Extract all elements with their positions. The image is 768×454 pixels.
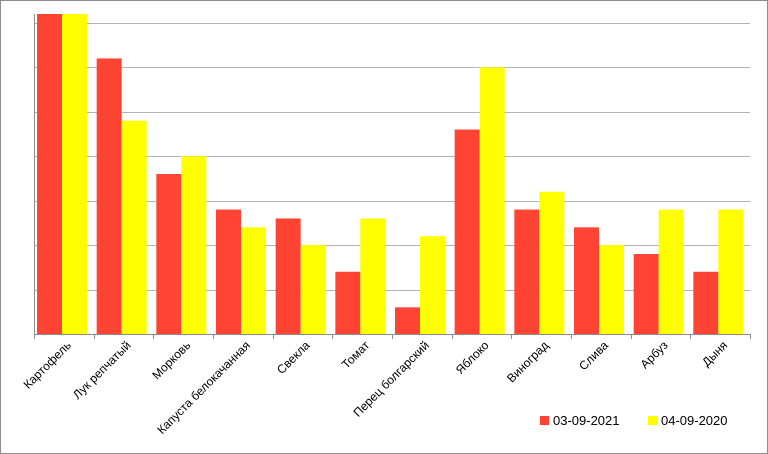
- bar-series1: [96, 58, 122, 334]
- bar-series2: [658, 209, 684, 334]
- legend-label: 03-09-2021: [553, 413, 620, 428]
- x-tick-label: Арбуз: [638, 338, 671, 371]
- legend-label: 04-09-2020: [661, 413, 728, 428]
- x-tick-label: Свекла: [274, 338, 313, 377]
- x-tick-label: Морковь: [149, 338, 193, 382]
- bar-series2: [360, 218, 386, 334]
- bar-series2: [62, 14, 87, 334]
- axes: [34, 14, 751, 339]
- bar-series1: [514, 209, 540, 334]
- bar-series1: [693, 271, 719, 334]
- bar-series1: [156, 174, 182, 334]
- bar-series2: [181, 156, 207, 334]
- x-tick-label: Виноград: [504, 338, 551, 385]
- bar-series1: [37, 14, 62, 334]
- bar-series2: [121, 120, 147, 335]
- bar-series2: [539, 191, 565, 334]
- bar-series2: [241, 227, 266, 334]
- bar-series2: [300, 245, 326, 334]
- bar-series1: [395, 307, 420, 334]
- x-tick-label: Дыня: [699, 338, 730, 369]
- legend: 03-09-2021 04-09-2020: [540, 413, 728, 428]
- legend-swatch: [540, 416, 549, 425]
- gridlines: [34, 23, 750, 291]
- x-tick-label: Картофель: [21, 338, 74, 391]
- bar-series1: [633, 254, 659, 334]
- legend-swatch: [648, 416, 657, 425]
- x-tick-label: Томат: [339, 338, 373, 372]
- bar-series1: [275, 218, 301, 334]
- bar-series1: [335, 271, 361, 334]
- bar-series1: [574, 227, 599, 334]
- x-tick-label: Яблоко: [453, 338, 492, 377]
- bars: [37, 14, 744, 335]
- x-tick-label: Слива: [576, 338, 611, 373]
- x-tick-label: Лук репчатый: [70, 338, 134, 402]
- bar-series1: [454, 129, 480, 334]
- bar-series1: [216, 209, 241, 334]
- bar-series2: [479, 67, 505, 334]
- bar-series2: [420, 236, 445, 334]
- bar-series2: [718, 209, 744, 334]
- bar-series2: [599, 245, 624, 334]
